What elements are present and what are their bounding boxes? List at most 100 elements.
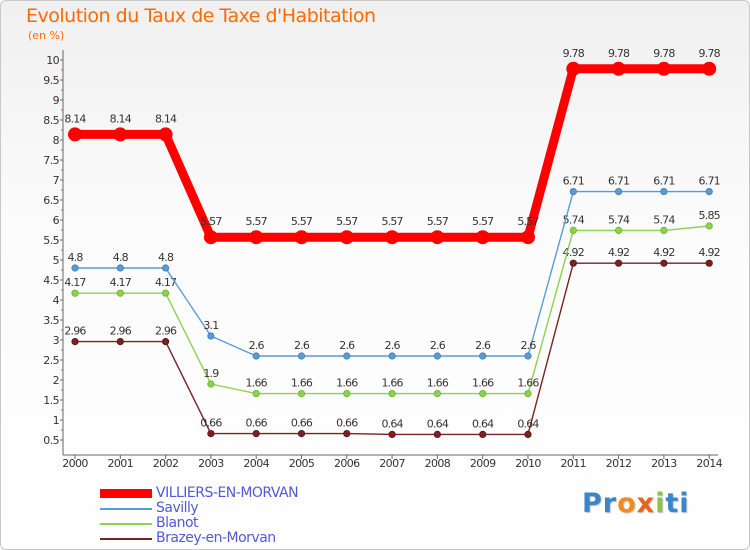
data-point	[249, 230, 264, 245]
data-label: 2.96	[155, 325, 177, 338]
data-point	[252, 429, 260, 438]
y-tick-label: 6	[53, 214, 60, 227]
data-label: 5.57	[291, 215, 313, 228]
data-label: 5.57	[427, 215, 449, 228]
y-unit-label: (en %)	[28, 29, 65, 42]
legend-swatch	[100, 489, 152, 498]
data-point	[569, 226, 577, 234]
data-point	[116, 289, 124, 297]
legend-swatch	[100, 538, 152, 540]
data-point	[569, 188, 577, 196]
data-label: 1.66	[381, 377, 403, 390]
data-label: 4.17	[64, 276, 86, 289]
data-point	[524, 430, 532, 438]
x-tick-label: 2014	[696, 457, 722, 470]
legend: VILLIERS-EN-MORVAN Savilly Blanot Brazey-en…	[100, 485, 360, 546]
legend-swatch	[100, 508, 152, 510]
data-point	[297, 429, 306, 438]
data-label: 5.74	[608, 213, 630, 226]
line-chart: 0.5 1 1.5 2 2.5 3 3.5 4 4.5 5 5.5 6 6.5 7 7.5 8 8.5 9 9.5 1…	[43, 47, 723, 470]
data-point	[433, 430, 441, 438]
data-label: 2.6	[520, 339, 536, 352]
data-label: 1.66	[336, 377, 358, 390]
y-tick-label: 3.5	[43, 314, 59, 327]
x-tick-label: 2003	[198, 457, 224, 470]
data-label: 2.6	[430, 339, 446, 352]
data-label: 1.66	[291, 377, 313, 390]
x-tick-label: 2013	[651, 457, 677, 470]
data-label: 0.64	[427, 417, 449, 430]
data-point	[566, 61, 581, 76]
legend-item: Brazey-en-Morvan	[100, 530, 360, 546]
legend-label: Blanot	[156, 515, 199, 531]
data-point	[207, 332, 215, 340]
data-point	[388, 352, 396, 360]
y-tick-label: 4	[53, 294, 60, 307]
data-label: 1.66	[517, 377, 539, 390]
data-label: 5.57	[200, 215, 222, 228]
x-tick-label: 2012	[606, 457, 632, 470]
data-point	[339, 230, 354, 245]
data-label: 5.57	[246, 215, 268, 228]
proxiti-logo: Proxiti	[582, 488, 690, 519]
data-label: 8.14	[110, 112, 132, 125]
series-villiers-en-morvan: 8.14 8.14 8.14 5.57 5.57 5.57 5.57 5.57 5.57 5.57…	[64, 47, 721, 245]
data-label: 9.78	[608, 47, 630, 60]
data-point	[614, 188, 623, 196]
legend-swatch	[100, 523, 152, 525]
data-point	[162, 264, 170, 272]
data-point	[479, 430, 487, 438]
data-point	[660, 259, 668, 267]
data-label: 4.92	[608, 246, 629, 259]
data-label: 9.78	[563, 47, 585, 60]
data-point	[252, 389, 260, 398]
legend-label: VILLIERS-EN-MORVAN	[156, 485, 299, 501]
y-tick-label: 7	[53, 174, 60, 187]
data-point	[430, 230, 445, 245]
data-point	[475, 230, 490, 245]
data-label: 8.14	[64, 112, 86, 125]
data-point	[433, 352, 441, 360]
data-point	[524, 389, 532, 398]
data-label: 0.64	[381, 417, 403, 430]
data-point	[660, 188, 668, 196]
y-tick-label: 7.5	[43, 154, 59, 167]
x-tick-label: 2010	[515, 457, 541, 470]
legend-label: Brazey-en-Morvan	[156, 530, 276, 546]
data-label: 6.71	[699, 175, 720, 188]
data-label: 2.6	[475, 339, 491, 352]
data-point	[71, 264, 79, 272]
y-tick-label: 3	[53, 334, 60, 347]
logo-letters: Pr	[582, 488, 618, 519]
y-tick-label: 9.5	[43, 74, 59, 87]
data-point	[207, 380, 215, 388]
data-point	[207, 429, 215, 438]
y-tick-label: 1	[53, 414, 59, 427]
data-label: 0.64	[517, 417, 539, 430]
logo-letters: i	[655, 488, 666, 519]
data-point	[385, 230, 400, 245]
legend-item: VILLIERS-EN-MORVAN	[100, 485, 360, 501]
series-savilly: 4.8 4.8 4.8 3.1 2.6 2.6 2.6 2.6 2.6 2.6 2.6 6.71 6.7…	[67, 175, 721, 360]
data-point	[705, 188, 713, 196]
data-label: 4.92	[699, 246, 720, 259]
data-label: 5.57	[336, 215, 358, 228]
data-point	[569, 259, 577, 267]
data-label: 4.8	[113, 251, 129, 264]
data-point	[614, 226, 623, 234]
y-tick-label: 5.5	[43, 234, 59, 247]
data-point	[702, 61, 717, 76]
data-point	[252, 352, 260, 360]
y-tick-label: 0.5	[43, 434, 59, 447]
legend-item: Savilly	[100, 500, 360, 516]
y-tick-label: 4.5	[43, 274, 59, 287]
data-label: 0.66	[336, 417, 358, 430]
logo-letters: x	[636, 488, 656, 519]
data-point	[388, 430, 396, 438]
y-tick-label: 2.5	[43, 354, 59, 367]
data-label: 4.8	[158, 251, 174, 264]
data-point	[343, 429, 351, 438]
y-ticks: 0.5 1 1.5 2 2.5 3 3.5 4 4.5 5 5.5 6 6.5 7 7.5 8 8.5 9 9.5 1…	[43, 54, 63, 447]
logo-letters: o	[617, 488, 637, 519]
data-point	[521, 230, 535, 245]
